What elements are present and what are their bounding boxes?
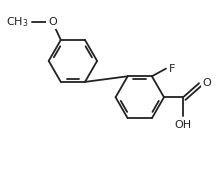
Text: O: O	[48, 17, 57, 27]
Text: O: O	[202, 78, 211, 88]
Text: F: F	[168, 64, 175, 74]
Text: OH: OH	[174, 119, 192, 130]
Text: CH$_3$: CH$_3$	[6, 15, 28, 29]
